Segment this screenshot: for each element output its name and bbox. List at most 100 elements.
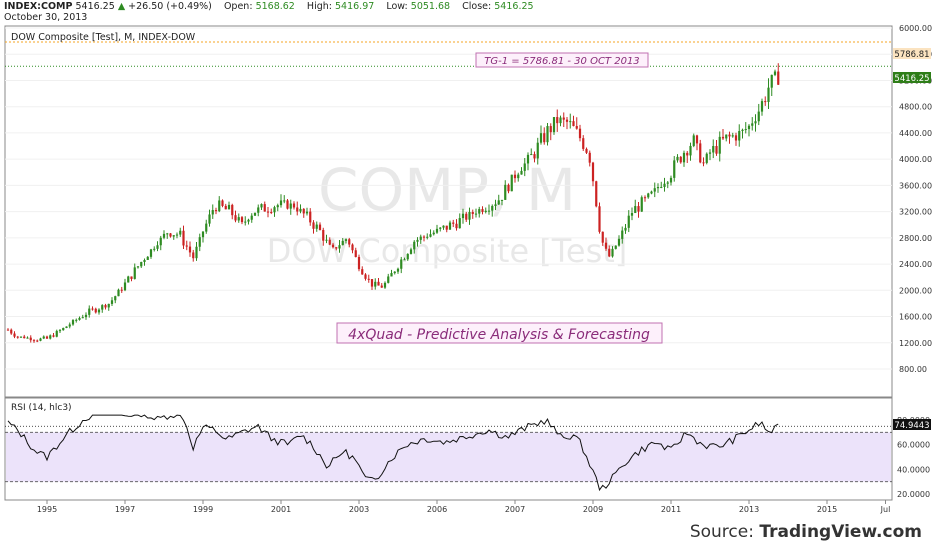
candle-body [728,134,731,137]
candle-body [676,156,679,161]
candle-body [426,236,429,238]
candle-body [695,135,699,144]
candle-body [478,209,481,214]
time-axis: 1995 1997 1999 2001 2003 2006 2007 2009 2011 2013… [37,500,890,514]
low-value: 5051.68 [410,1,451,12]
candle-body [666,182,669,184]
candle-body [390,273,393,277]
time-tick-label: 2009 [583,505,603,514]
candle-body [231,204,234,216]
time-tick-label: 2003 [349,505,369,514]
candle-body [663,183,666,187]
candle-body [270,211,273,213]
candle-body [123,282,127,291]
candle-body [539,133,543,143]
candle-body [383,282,387,288]
candle-body [32,340,36,342]
time-tick-label: 2015 [817,505,837,514]
candle-body [185,245,188,247]
candle-body [699,143,702,163]
candle-body [640,197,643,212]
candle-body [65,326,68,328]
target-price-tag [893,48,931,59]
candle-body [341,240,344,246]
candle-body [78,317,81,320]
candle-body [377,281,380,286]
chart-canvas[interactable]: COMP, M DOW Composite [Test] 800.001200.… [0,0,932,525]
quote-header: INDEX:COMP 5416.25 ▲ +26.50 (+0.49%) Ope… [4,1,534,12]
candle-body [351,244,354,251]
candle-body [738,131,741,141]
candle-body [354,250,357,257]
candle-body [595,181,598,207]
candle-body [188,246,192,253]
candle-body [289,203,292,209]
candle-body [598,206,601,232]
change-value: +26.50 (+0.49%) [128,1,212,12]
candle-body [52,335,55,337]
candle-body [240,217,244,223]
candle-body [604,242,608,249]
candle-body [257,207,260,213]
candle-body [689,145,692,156]
time-tick-label: 2007 [505,505,525,514]
candle-body [247,219,250,222]
candle-body [507,184,510,192]
candle-body [471,211,474,214]
candle-body [708,152,712,154]
candle-body [58,330,62,332]
candle-body [767,87,770,102]
price-tick-label: 4000.00 [899,155,932,164]
candle-body [153,248,156,250]
candle-body [585,148,588,153]
candle-body [26,337,29,339]
candle-body [393,271,396,274]
price-tick-label: 2000.00 [899,286,932,295]
candle-body [120,289,123,291]
candle-body [705,153,708,163]
candle-body [627,215,630,228]
candle-body [747,125,751,130]
candle-body [331,244,335,248]
candle-body [101,305,104,310]
candle-body [718,136,721,154]
candle-body [227,204,231,210]
candle-body [91,308,94,310]
candle-body [159,237,162,246]
candle-body [81,317,84,319]
candle-body [543,133,546,143]
symbol-label: INDEX:COMP [4,1,73,12]
candle-body [195,246,198,259]
candle-body [442,225,445,228]
last-price-label: 5416.25 [894,74,929,84]
candle-body [624,227,627,231]
candle-body [552,117,556,133]
candle-body [114,296,117,301]
candle-body [400,259,403,269]
candle-body [744,129,747,131]
candle-body [572,121,575,127]
candle-body [130,276,133,279]
rsi-last-label: 74.9443 [894,421,929,431]
rsi-title: RSI (14, hlc3) [11,403,72,413]
time-tick-label: 1999 [193,505,213,514]
candle-body [201,231,205,238]
candle-body [656,187,660,189]
candle-body [686,152,689,156]
candle-body [643,197,647,199]
candle-body [214,210,218,212]
candle-body [328,239,331,245]
candle-body [653,188,656,192]
price-tick-label: 3600.00 [899,181,932,190]
candle-body [198,237,201,247]
candle-body [773,71,777,75]
candle-body [68,324,71,327]
price-tick-label: 2800.00 [899,234,932,243]
candle-body [660,186,663,188]
price-tick-label: 6000.00 [899,24,932,33]
candle-body [71,320,75,325]
candle-body [536,142,539,159]
candle-body [364,274,367,279]
time-tick-label: 2001 [271,505,291,514]
candle-body [224,205,227,210]
